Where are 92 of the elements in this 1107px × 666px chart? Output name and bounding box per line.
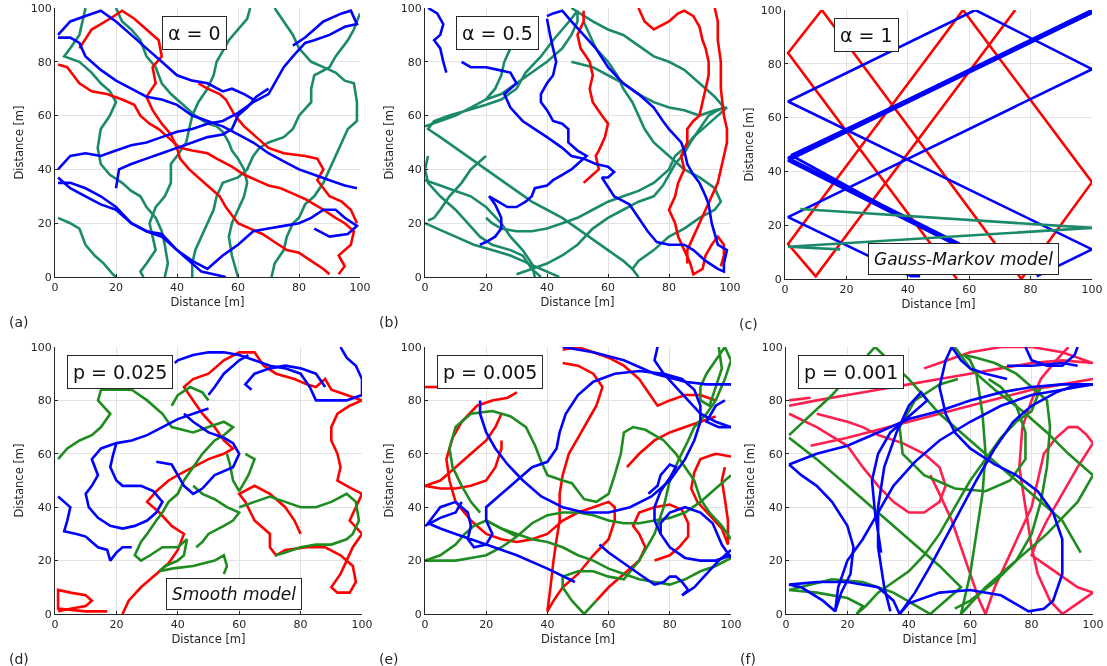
x-tick-label: 100: [720, 618, 742, 632]
x-tick-label: 100: [349, 281, 371, 295]
x-axis-title: Distance [m]: [171, 631, 246, 646]
y-tick-label: 60: [37, 109, 52, 123]
x-tick-label: 100: [351, 618, 373, 632]
y-tick-label: 80: [407, 394, 422, 408]
x-tick-label: 60: [231, 281, 245, 295]
y-tick-label: 60: [407, 447, 422, 461]
y-tick-label: 100: [30, 340, 52, 354]
y-tick-label: 40: [768, 501, 783, 515]
annotation: α = 1: [840, 24, 893, 46]
y-tick-label: 20: [37, 554, 52, 568]
y-tick-label: 60: [768, 447, 783, 461]
x-tick-label: 80: [662, 281, 676, 295]
x-tick-label: 40: [170, 618, 185, 632]
x-tick-label: 40: [540, 618, 555, 632]
y-tick-label: 60: [37, 447, 52, 461]
x-axis-title: Distance [m]: [540, 631, 616, 646]
x-tick-label: 20: [840, 618, 855, 632]
text: (c): [739, 316, 758, 332]
y-tick-label: 40: [407, 163, 422, 177]
x-tick-label: 100: [719, 281, 741, 295]
x-tick-label: 20: [479, 281, 493, 295]
x-tick-label: 60: [962, 283, 977, 297]
x-tick-label: 80: [1024, 618, 1039, 632]
y-tick-label: 40: [37, 501, 52, 515]
y-tick-label: 80: [407, 55, 422, 69]
y-tick-label: 100: [760, 3, 782, 17]
y-tick-label: 20: [767, 219, 782, 233]
y-tick-label: 0: [414, 607, 422, 621]
y-tick-label: 100: [400, 340, 422, 354]
x-axis-title: Distance [m]: [901, 296, 976, 311]
x-tick-label: 60: [601, 281, 615, 295]
y-tick-label: 20: [407, 554, 422, 568]
annotation: p = 0.001: [804, 361, 899, 383]
y-tick-label: 80: [767, 57, 782, 71]
y-tick-label: 100: [761, 340, 783, 354]
annotation: α = 0.5: [462, 22, 533, 44]
y-axis-title: Distance [m]: [382, 443, 397, 518]
x-tick-label: 40: [900, 283, 915, 297]
y-tick-label: 40: [407, 501, 422, 515]
y-tick-label: 0: [44, 270, 52, 284]
y-tick-label: 0: [774, 272, 782, 286]
x-tick-label: 80: [293, 618, 308, 632]
y-axis-title: Distance [m]: [12, 443, 27, 518]
annotation: Smooth model: [172, 584, 297, 604]
x-tick-label: 60: [963, 618, 978, 632]
x-axis-title: Distance [m]: [170, 294, 245, 309]
y-axis-title: Distance [m]: [12, 105, 27, 180]
y-tick-label: 0: [414, 270, 422, 284]
x-tick-label: 100: [1081, 283, 1103, 297]
x-tick-label: 80: [662, 618, 677, 632]
text: (b): [379, 314, 399, 330]
y-tick-label: 100: [400, 1, 422, 15]
y-axis-title: Distance [m]: [743, 443, 758, 518]
y-tick-label: 20: [407, 217, 422, 231]
y-tick-label: 80: [37, 394, 52, 408]
x-axis-title: Distance [m]: [902, 631, 977, 646]
x-tick-label: 20: [839, 283, 854, 297]
y-tick-label: 80: [37, 55, 52, 69]
y-tick-label: 20: [768, 554, 783, 568]
annotation: p = 0.005: [443, 361, 538, 383]
y-axis-title: Distance [m]: [382, 105, 397, 180]
x-tick-label: 80: [292, 281, 306, 295]
x-tick-label: 20: [479, 618, 494, 632]
y-tick-label: 0: [775, 607, 783, 621]
text: (a): [9, 314, 29, 330]
annotation: α = 0: [168, 22, 221, 44]
y-axis-title: Distance [m]: [742, 107, 757, 182]
x-tick-label: 80: [1023, 283, 1038, 297]
text: (f): [740, 651, 756, 666]
text: (e): [379, 651, 399, 666]
x-tick-label: 100: [1082, 618, 1104, 632]
y-tick-label: 60: [407, 109, 422, 123]
y-tick-label: 20: [37, 217, 52, 231]
y-tick-label: 100: [30, 1, 52, 15]
x-tick-label: 40: [540, 281, 554, 295]
x-tick-label: 60: [601, 618, 616, 632]
y-tick-label: 40: [767, 165, 782, 179]
x-tick-label: 40: [170, 281, 184, 295]
y-tick-label: 40: [37, 163, 52, 177]
y-tick-label: 80: [768, 394, 783, 408]
y-tick-label: 0: [44, 607, 52, 621]
x-tick-label: 20: [109, 618, 124, 632]
x-tick-label: 20: [109, 281, 123, 295]
annotation: Gauss-Markov model: [874, 249, 1054, 269]
x-tick-label: 60: [232, 618, 247, 632]
text: (d): [9, 651, 29, 666]
annotation: p = 0.025: [73, 361, 168, 383]
x-axis-title: Distance [m]: [540, 294, 615, 309]
y-tick-label: 60: [767, 111, 782, 125]
x-tick-label: 40: [901, 618, 916, 632]
